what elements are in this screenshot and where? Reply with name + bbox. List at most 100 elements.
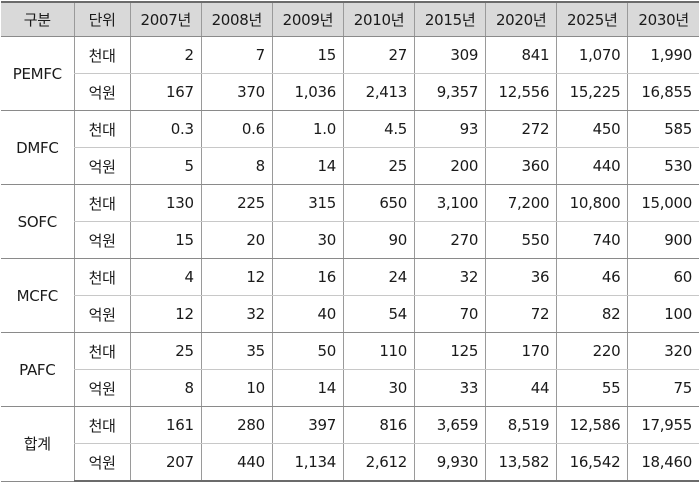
value-cell: 16: [271, 258, 344, 296]
category-cell: PAFC: [1, 332, 75, 407]
header-year: 2025년: [556, 1, 628, 37]
value-cell: 315: [271, 184, 344, 222]
header-year: 2009년: [271, 1, 344, 37]
value-cell: 7: [200, 36, 273, 74]
value-cell: 46: [556, 258, 628, 296]
value-cell: 272: [485, 110, 557, 148]
category-cell: DMFC: [1, 110, 75, 185]
value-cell: 25: [129, 332, 202, 370]
value-cell: 0.3: [129, 110, 202, 148]
value-cell: 370: [200, 73, 273, 111]
value-cell: 841: [485, 36, 557, 74]
value-cell: 207: [129, 443, 202, 482]
value-cell: 130: [129, 184, 202, 222]
value-cell: 32: [414, 258, 486, 296]
value-cell: 5: [129, 147, 202, 185]
value-cell: 110: [342, 332, 415, 370]
value-cell: 1,990: [627, 36, 699, 74]
header-year: 2007년: [129, 1, 202, 37]
value-cell: 816: [342, 406, 415, 444]
value-cell: 14: [271, 147, 344, 185]
unit-cell: 억원: [73, 369, 131, 407]
value-cell: 14: [271, 369, 344, 407]
value-cell: 1,070: [556, 36, 628, 74]
value-cell: 2: [129, 36, 202, 74]
unit-cell: 억원: [73, 147, 131, 185]
value-cell: 200: [414, 147, 486, 185]
value-cell: 90: [342, 221, 415, 259]
value-cell: 82: [556, 295, 628, 333]
table-row: 합계 천대 161 280 397 816 3,659 8,519 12,586 17,955: [1, 406, 699, 482]
unit-cell: 천대: [73, 332, 131, 370]
value-cell: 280: [200, 406, 273, 444]
value-cell: 309: [414, 36, 486, 74]
header-year: 2015년: [414, 1, 486, 37]
value-cell: 4: [129, 258, 202, 296]
unit-cell: 천대: [73, 406, 131, 444]
value-cell: 170: [485, 332, 557, 370]
unit-cell: 천대: [73, 36, 131, 74]
table-row: 억원 8 10 14 30 33 44 55 75: [1, 369, 699, 407]
value-cell: 161: [129, 406, 202, 444]
table-body: PEMFC 천대 2 7 15 27 309 841 1,070 1,990 억원 167 370 1,0…: [1, 36, 699, 482]
table-row: PEMFC 천대 2 7 15 27 309 841 1,070 1,990: [1, 36, 699, 111]
value-cell: 167: [129, 73, 202, 111]
value-cell: 440: [556, 147, 628, 185]
value-cell: 12: [200, 258, 273, 296]
table-row: MCFC 천대 4 12 16 24 32 36 46 60: [1, 258, 699, 333]
value-cell: 270: [414, 221, 486, 259]
value-cell: 10: [200, 369, 273, 407]
value-cell: 35: [200, 332, 273, 370]
table-row: SOFC 천대 130 225 315 650 3,100 7,200 10,800 15,000: [1, 184, 699, 259]
value-cell: 15,000: [627, 184, 699, 222]
value-cell: 72: [485, 295, 557, 333]
table-row: DMFC 천대 0.3 0.6 1.0 4.5 93 272 450 585: [1, 110, 699, 185]
value-cell: 450: [556, 110, 628, 148]
value-cell: 30: [271, 221, 344, 259]
value-cell: 60: [627, 258, 699, 296]
value-cell: 15: [129, 221, 202, 259]
value-cell: 225: [200, 184, 273, 222]
value-cell: 17,955: [627, 406, 699, 444]
value-cell: 2,612: [342, 443, 415, 482]
value-cell: 1,036: [271, 73, 344, 111]
value-cell: 13,582: [485, 443, 557, 482]
value-cell: 3,100: [414, 184, 486, 222]
value-cell: 12: [129, 295, 202, 333]
value-cell: 12,586: [556, 406, 628, 444]
value-cell: 0.6: [200, 110, 273, 148]
table-row: 억원 15 20 30 90 270 550 740 900: [1, 221, 699, 259]
unit-cell: 억원: [73, 73, 131, 111]
category-cell: MCFC: [1, 258, 75, 333]
value-cell: 440: [200, 443, 273, 482]
category-cell: SOFC: [1, 184, 75, 259]
header-row: 구분 단위 2007년 2008년 2009년 2010년 2015년 2020년 2025년 2…: [1, 1, 699, 37]
value-cell: 100: [627, 295, 699, 333]
value-cell: 3,659: [414, 406, 486, 444]
table-row: 억원 5 8 14 25 200 360 440 530: [1, 147, 699, 185]
value-cell: 740: [556, 221, 628, 259]
category-cell: 합계: [1, 406, 75, 482]
value-cell: 650: [342, 184, 415, 222]
value-cell: 1,134: [271, 443, 344, 482]
value-cell: 550: [485, 221, 557, 259]
value-cell: 36: [485, 258, 557, 296]
value-cell: 54: [342, 295, 415, 333]
value-cell: 220: [556, 332, 628, 370]
unit-cell: 천대: [73, 184, 131, 222]
value-cell: 20: [200, 221, 273, 259]
header-year: 2020년: [485, 1, 557, 37]
value-cell: 15: [271, 36, 344, 74]
value-cell: 1.0: [271, 110, 344, 148]
value-cell: 16,855: [627, 73, 699, 111]
table-row: 억원 167 370 1,036 2,413 9,357 12,556 15,225 16,85…: [1, 73, 699, 111]
value-cell: 900: [627, 221, 699, 259]
value-cell: 18,460: [627, 443, 699, 482]
table-row: PAFC 천대 25 35 50 110 125 170 220 320: [1, 332, 699, 407]
value-cell: 75: [627, 369, 699, 407]
unit-cell: 억원: [73, 221, 131, 259]
value-cell: 16,542: [556, 443, 628, 482]
table-row: 억원 207 440 1,134 2,612 9,930 13,582 16,542 18,46…: [1, 443, 699, 482]
unit-cell: 천대: [73, 110, 131, 148]
